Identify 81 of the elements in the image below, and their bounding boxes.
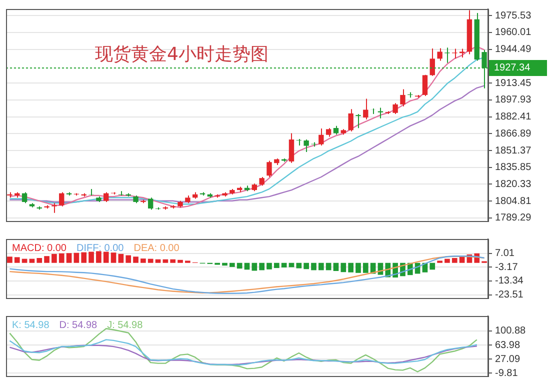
bar [133, 256, 138, 263]
bar [296, 262, 302, 268]
bar [281, 262, 287, 268]
bar [430, 262, 436, 270]
y-tick-label: 1789.29 [495, 212, 532, 224]
bar [340, 262, 346, 272]
y-tick-label: 63.98 [495, 340, 520, 351]
candlestick [178, 200, 183, 208]
y-tick-label: 100.88 [495, 326, 526, 337]
candlestick [311, 142, 316, 148]
y-tick-label: 1804.81 [495, 196, 532, 207]
y-tick-label: 1897.93 [495, 94, 532, 106]
series-label: D: 54.98 [59, 320, 98, 331]
bar [452, 258, 458, 263]
bar [244, 262, 250, 270]
candlestick [52, 202, 57, 214]
y-tick-label: -13.34 [495, 276, 524, 287]
series-label: DIFF: 0.00 [76, 243, 124, 254]
series-label: J: 54.98 [107, 320, 143, 331]
bar [29, 258, 35, 263]
bar [22, 258, 28, 263]
y-tick-label: 1944.49 [495, 44, 532, 56]
bar [318, 262, 324, 270]
bar [222, 262, 228, 266]
bar [311, 262, 316, 270]
ref-line-label: 1927.34 [494, 62, 531, 74]
series-label: K: 54.98 [12, 320, 50, 331]
bar [81, 252, 87, 263]
bar [274, 262, 280, 268]
bar [96, 251, 102, 263]
bar [44, 256, 50, 263]
y-tick-label: 1851.37 [495, 145, 532, 156]
bar [259, 262, 264, 270]
y-tick-label: 1882.41 [495, 112, 532, 123]
bar [66, 253, 72, 263]
bar [444, 258, 450, 263]
bar [266, 262, 272, 270]
bar [170, 259, 176, 263]
candlestick [96, 196, 102, 202]
text: DEA: 0.00 [134, 243, 180, 254]
text: 现货黄金4小时走势图 [95, 43, 268, 66]
bar [36, 258, 42, 263]
bar [348, 262, 354, 272]
bar [162, 259, 168, 263]
bar [148, 258, 154, 263]
y-tick-label: 1835.85 [495, 162, 532, 174]
series-label: MACD: 0.00 [12, 243, 66, 254]
bar [14, 257, 20, 263]
bar [118, 254, 124, 263]
bar [252, 262, 258, 271]
bar [103, 252, 109, 263]
bar [126, 255, 132, 263]
y-tick-label: 1975.53 [495, 10, 532, 22]
bar [155, 259, 161, 263]
bar [52, 254, 57, 263]
candlestick [185, 194, 190, 204]
bar [326, 262, 332, 270]
y-tick-label: 7.01 [495, 248, 515, 260]
candlestick [230, 188, 235, 195]
bar [230, 262, 235, 267]
y-tick-label: 1960.01 [495, 27, 532, 38]
y-tick-label: -23.51 [495, 290, 524, 301]
y-tick-label: 1866.89 [495, 128, 532, 140]
bar [58, 253, 64, 263]
y-tick-label: -3.17 [495, 262, 518, 273]
y-tick-label: 1913.45 [495, 78, 532, 89]
bar [7, 256, 12, 263]
bar [304, 262, 309, 270]
candlestick [356, 113, 361, 129]
bar [110, 252, 116, 263]
bar [88, 252, 94, 263]
bar [362, 262, 368, 273]
bar [74, 252, 80, 263]
y-tick-label: 1820.33 [495, 178, 532, 190]
y-tick-label: 27.09 [495, 354, 520, 365]
y-tick-label: -9.81 [495, 368, 518, 379]
bar [236, 262, 242, 269]
bar [140, 258, 146, 263]
bar [178, 260, 183, 263]
bar [356, 262, 361, 273]
bar [333, 262, 339, 272]
